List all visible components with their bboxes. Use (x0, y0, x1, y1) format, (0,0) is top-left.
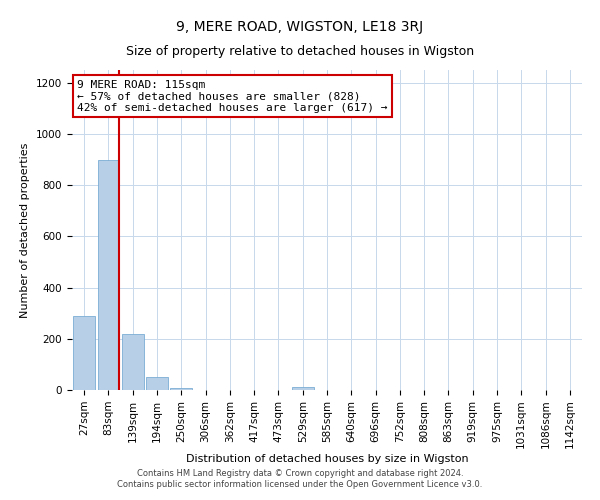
Bar (97, 160, 119, 390)
Bar (122, 334, 143, 390)
Bar (170, 388, 192, 390)
Bar (146, 377, 168, 390)
Text: Size of property relative to detached houses in Wigston: Size of property relative to detached ho… (126, 45, 474, 58)
X-axis label: Distribution of detached houses by size in Wigston: Distribution of detached houses by size … (185, 454, 469, 464)
Text: Contains public sector information licensed under the Open Government Licence v3: Contains public sector information licen… (118, 480, 482, 489)
Text: 9, MERE ROAD, WIGSTON, LE18 3RJ: 9, MERE ROAD, WIGSTON, LE18 3RJ (176, 20, 424, 34)
Y-axis label: Number of detached properties: Number of detached properties (20, 142, 31, 318)
Text: Contains HM Land Registry data © Crown copyright and database right 2024.: Contains HM Land Registry data © Crown c… (137, 468, 463, 477)
Bar (292, 387, 314, 390)
Text: 9 MERE ROAD: 115sqm
← 57% of detached houses are smaller (828)
42% of semi-detac: 9 MERE ROAD: 115sqm ← 57% of detached ho… (77, 80, 388, 113)
Bar (73, 316, 95, 390)
